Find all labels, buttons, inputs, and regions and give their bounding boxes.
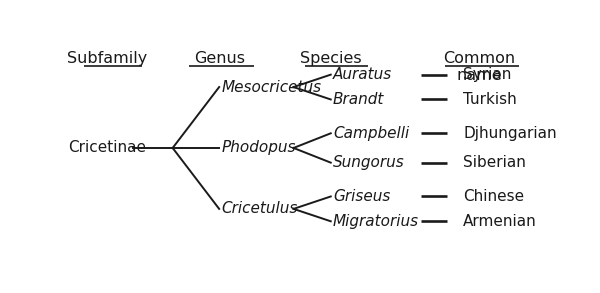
Text: Common
name: Common name — [443, 51, 515, 83]
Text: Genus: Genus — [194, 51, 245, 66]
Text: Auratus: Auratus — [333, 67, 392, 82]
Text: Turkish: Turkish — [463, 92, 517, 107]
Text: Species: Species — [300, 51, 362, 66]
Text: Campbelli: Campbelli — [333, 126, 409, 141]
Text: Migratorius: Migratorius — [333, 214, 419, 229]
Text: Chinese: Chinese — [463, 189, 524, 204]
Text: Armenian: Armenian — [463, 214, 537, 229]
Text: Griseus: Griseus — [333, 189, 391, 204]
Text: Sungorus: Sungorus — [333, 155, 405, 170]
Text: Siberian: Siberian — [463, 155, 526, 170]
Text: Djhungarian: Djhungarian — [463, 126, 557, 141]
Text: Brandt: Brandt — [333, 92, 385, 107]
Text: Cricetinae: Cricetinae — [68, 140, 146, 156]
Text: Syrian: Syrian — [463, 67, 512, 82]
Text: Phodopus: Phodopus — [221, 140, 296, 156]
Text: Subfamily: Subfamily — [67, 51, 148, 66]
Text: Cricetulus: Cricetulus — [221, 201, 298, 216]
Text: Mesocricetus: Mesocricetus — [221, 80, 322, 95]
